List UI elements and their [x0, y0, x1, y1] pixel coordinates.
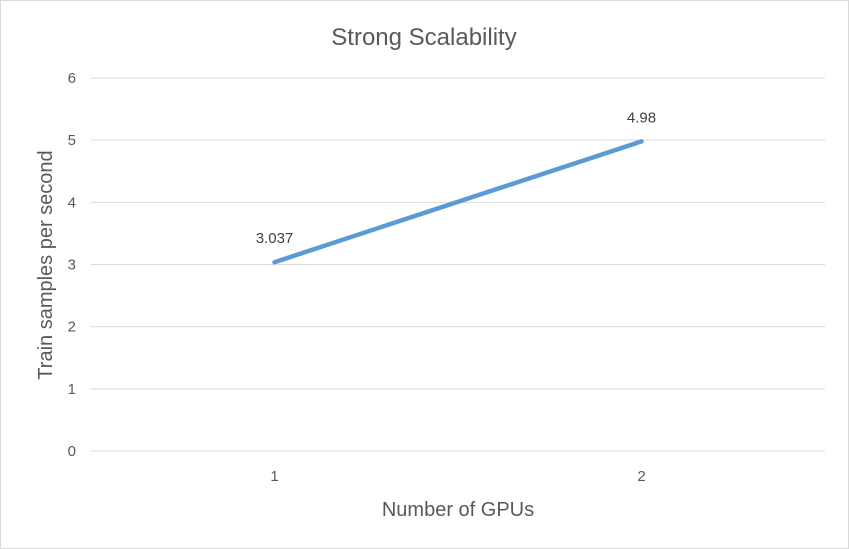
series-group [272, 139, 644, 265]
data-labels: 3.037 4.98 [256, 109, 656, 247]
data-label: 4.98 [627, 109, 656, 126]
y-tick-label: 0 [68, 443, 76, 460]
data-label: 3.037 [256, 230, 294, 247]
x-tick-label: 1 [270, 468, 278, 485]
series-line [272, 139, 644, 265]
y-tick-label: 1 [68, 381, 76, 398]
x-tick-label: 2 [637, 468, 645, 485]
y-tick-label: 5 [68, 132, 76, 149]
y-axis-ticks: 0 1 2 3 4 5 6 [68, 70, 76, 460]
y-tick-label: 4 [68, 194, 76, 211]
y-tick-label: 2 [68, 319, 76, 336]
chart-title: Strong Scalability [331, 24, 516, 51]
y-axis-title: Train samples per second [35, 150, 57, 379]
gridlines [91, 77, 825, 452]
y-tick-label: 6 [68, 70, 76, 87]
x-axis-title: Number of GPUs [382, 499, 534, 521]
y-tick-label: 3 [68, 257, 76, 274]
